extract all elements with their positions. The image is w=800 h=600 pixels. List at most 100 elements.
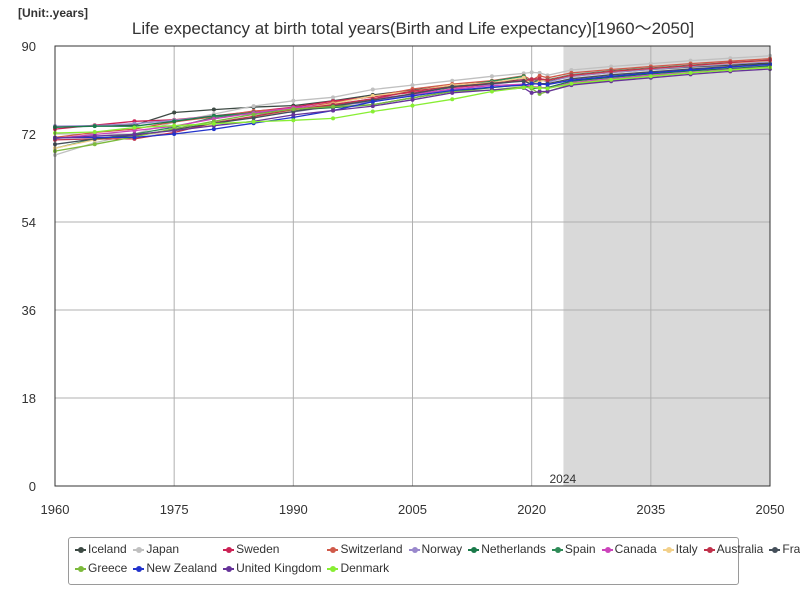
series-united-kingdom (53, 66, 772, 141)
legend-item[interactable]: Greece (75, 561, 127, 575)
data-point (331, 104, 336, 109)
data-point (251, 119, 256, 124)
data-point (450, 78, 455, 83)
series-line (54, 66, 771, 140)
legend-label: Switzerland (340, 542, 403, 556)
data-point (331, 95, 336, 100)
projection-shade (563, 46, 770, 486)
legend-marker-icon (75, 563, 86, 574)
data-point (410, 103, 415, 108)
data-point (92, 124, 97, 129)
data-point (537, 73, 542, 78)
legend-label: Denmark (340, 561, 390, 575)
data-point (688, 67, 693, 72)
projection-region: 2024 (549, 46, 770, 486)
series-line (54, 63, 771, 145)
series-new-zealand (53, 62, 772, 140)
series-line (54, 65, 771, 128)
data-point (211, 127, 216, 132)
legend-item[interactable]: United Kingdom (223, 561, 321, 575)
legend-item[interactable]: New Zealand (133, 561, 217, 575)
legend-item[interactable]: Spain (551, 542, 596, 556)
data-point (648, 74, 653, 79)
plot-frame (54, 45, 771, 487)
data-point (92, 142, 97, 147)
data-point (450, 84, 455, 89)
data-point (489, 81, 494, 86)
data-point (688, 70, 693, 75)
x-tick-label: 1975 (160, 502, 189, 517)
series-layer (53, 53, 772, 158)
legend-label: United Kingdom (236, 561, 322, 575)
series-line (54, 63, 771, 139)
legend-marker-icon (703, 544, 715, 555)
legend-label: Australia (716, 542, 764, 556)
x-tick-label: 2005 (398, 502, 427, 517)
legend-item[interactable]: France (769, 542, 800, 556)
data-point (370, 104, 375, 109)
data-point (569, 73, 574, 78)
data-point (648, 61, 653, 66)
data-point (609, 64, 614, 69)
data-point (537, 86, 542, 91)
data-point (251, 112, 256, 117)
legend-item[interactable]: Switzerland (327, 542, 403, 556)
legend-label: Netherlands (481, 542, 546, 556)
legend-item[interactable]: Iceland (75, 542, 127, 556)
series-line (54, 68, 771, 140)
series-line (54, 58, 771, 139)
data-point (132, 125, 137, 130)
data-point (172, 110, 177, 115)
legend-item[interactable]: Norway (408, 542, 463, 556)
projection-start-label: 2024 (549, 472, 576, 486)
data-point (537, 89, 542, 94)
legend-item[interactable]: Denmark (327, 561, 402, 575)
data-point (489, 89, 494, 94)
unit-label: [Unit:.years] (18, 6, 89, 20)
chart-title: Life expectancy at birth total years(Bir… (131, 19, 695, 38)
x-tick-label: 2050 (756, 502, 785, 517)
data-point (569, 67, 574, 72)
legend-label: Norway (421, 542, 463, 556)
data-point (529, 70, 534, 75)
legend-marker-icon (327, 563, 339, 574)
x-tick-label: 2035 (636, 502, 665, 517)
data-point (537, 76, 542, 81)
legend: Iceland Japan Sweden Switzerland Norway Nethe… (68, 537, 800, 585)
legend-item[interactable]: Australia (703, 542, 764, 556)
data-point (728, 60, 733, 65)
legend-marker-icon (551, 544, 563, 555)
data-point (521, 79, 526, 84)
data-point (569, 78, 574, 83)
legend-item[interactable]: Japan (133, 542, 217, 556)
data-point (291, 98, 296, 103)
data-point (92, 133, 97, 138)
legend-item[interactable]: Canada (601, 542, 657, 556)
data-point (545, 89, 550, 94)
x-tick-label: 2020 (517, 502, 546, 517)
data-point (370, 109, 375, 114)
data-point (728, 56, 733, 61)
legend-item[interactable]: Netherlands (468, 542, 546, 556)
legend-marker-icon (601, 544, 613, 555)
y-tick-label: 72 (22, 127, 36, 142)
data-point (569, 81, 574, 86)
legend-label: France (782, 542, 800, 556)
legend-marker-icon (133, 544, 145, 555)
data-point (132, 132, 137, 137)
data-point (251, 104, 256, 109)
legend-item[interactable]: Italy (662, 542, 698, 556)
data-point (331, 108, 336, 113)
data-point (529, 81, 534, 86)
data-point (211, 107, 216, 112)
data-point (450, 97, 455, 102)
legend-label: New Zealand (146, 561, 218, 575)
data-point (172, 128, 177, 133)
data-point (489, 85, 494, 90)
y-tick-label: 18 (22, 391, 36, 406)
legend-label: Italy (675, 542, 698, 556)
legend-label: Spain (564, 542, 596, 556)
legend-item[interactable]: Sweden (223, 542, 321, 556)
data-point (529, 90, 534, 95)
